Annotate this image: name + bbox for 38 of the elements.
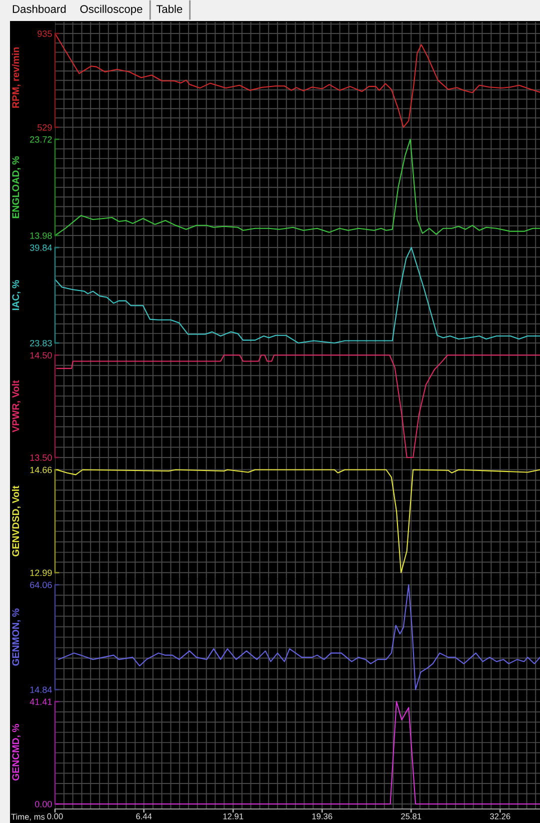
text: Oscilloscope	[80, 4, 142, 16]
y-axis-title: ENGLOAD, %	[12, 156, 20, 218]
x-tick-label: 12.91	[223, 813, 244, 820]
y-tick-label: 39.84	[30, 244, 52, 251]
line-series	[55, 701, 540, 805]
line-series	[58, 584, 540, 690]
x-tick-label: 0.00	[47, 813, 63, 820]
y-tick-label: 13.98	[30, 232, 52, 239]
y-tick-label: 935	[38, 30, 52, 37]
y-axis-title: GENCMD, %	[12, 724, 20, 781]
y-tick-label: 14.66	[30, 466, 52, 474]
y-axis-title: IAC, %	[12, 280, 20, 310]
line-series	[55, 138, 540, 236]
y-tick-label: 23.72	[30, 136, 52, 143]
y-tick-label: 12.99	[30, 570, 52, 576]
y-axis-title: RPM, rev/min	[12, 47, 20, 108]
line-series	[55, 247, 540, 344]
x-axis-title: Time, ms	[11, 814, 45, 821]
x-tick-label: 6.44	[136, 813, 152, 820]
text: Dashboard	[12, 4, 66, 13]
y-tick-label: 23.83	[30, 340, 52, 346]
text: Table	[156, 4, 182, 13]
y-axis-title: GENVDSD, Volt	[12, 486, 20, 556]
y-tick-label: 13.50	[30, 454, 52, 461]
y-axis-title: VPWR, Volt	[12, 380, 20, 432]
y-tick-label: 14.84	[30, 686, 52, 693]
y-tick-label: 14.50	[30, 352, 52, 358]
y-tick-label: 529	[38, 124, 52, 131]
line-series	[56, 469, 540, 574]
x-tick-label: 25.81	[401, 813, 422, 820]
y-tick-label: 0.00	[35, 800, 52, 808]
y-tick-label: 41.41	[30, 698, 52, 705]
x-tick-label: 19.36	[312, 813, 332, 820]
line-series	[55, 33, 540, 128]
y-tick-label: 64.06	[30, 582, 52, 588]
x-tick-label: 32.26	[490, 813, 510, 820]
line-series	[56, 354, 540, 458]
y-axis-title: GENMON, %	[12, 608, 20, 666]
